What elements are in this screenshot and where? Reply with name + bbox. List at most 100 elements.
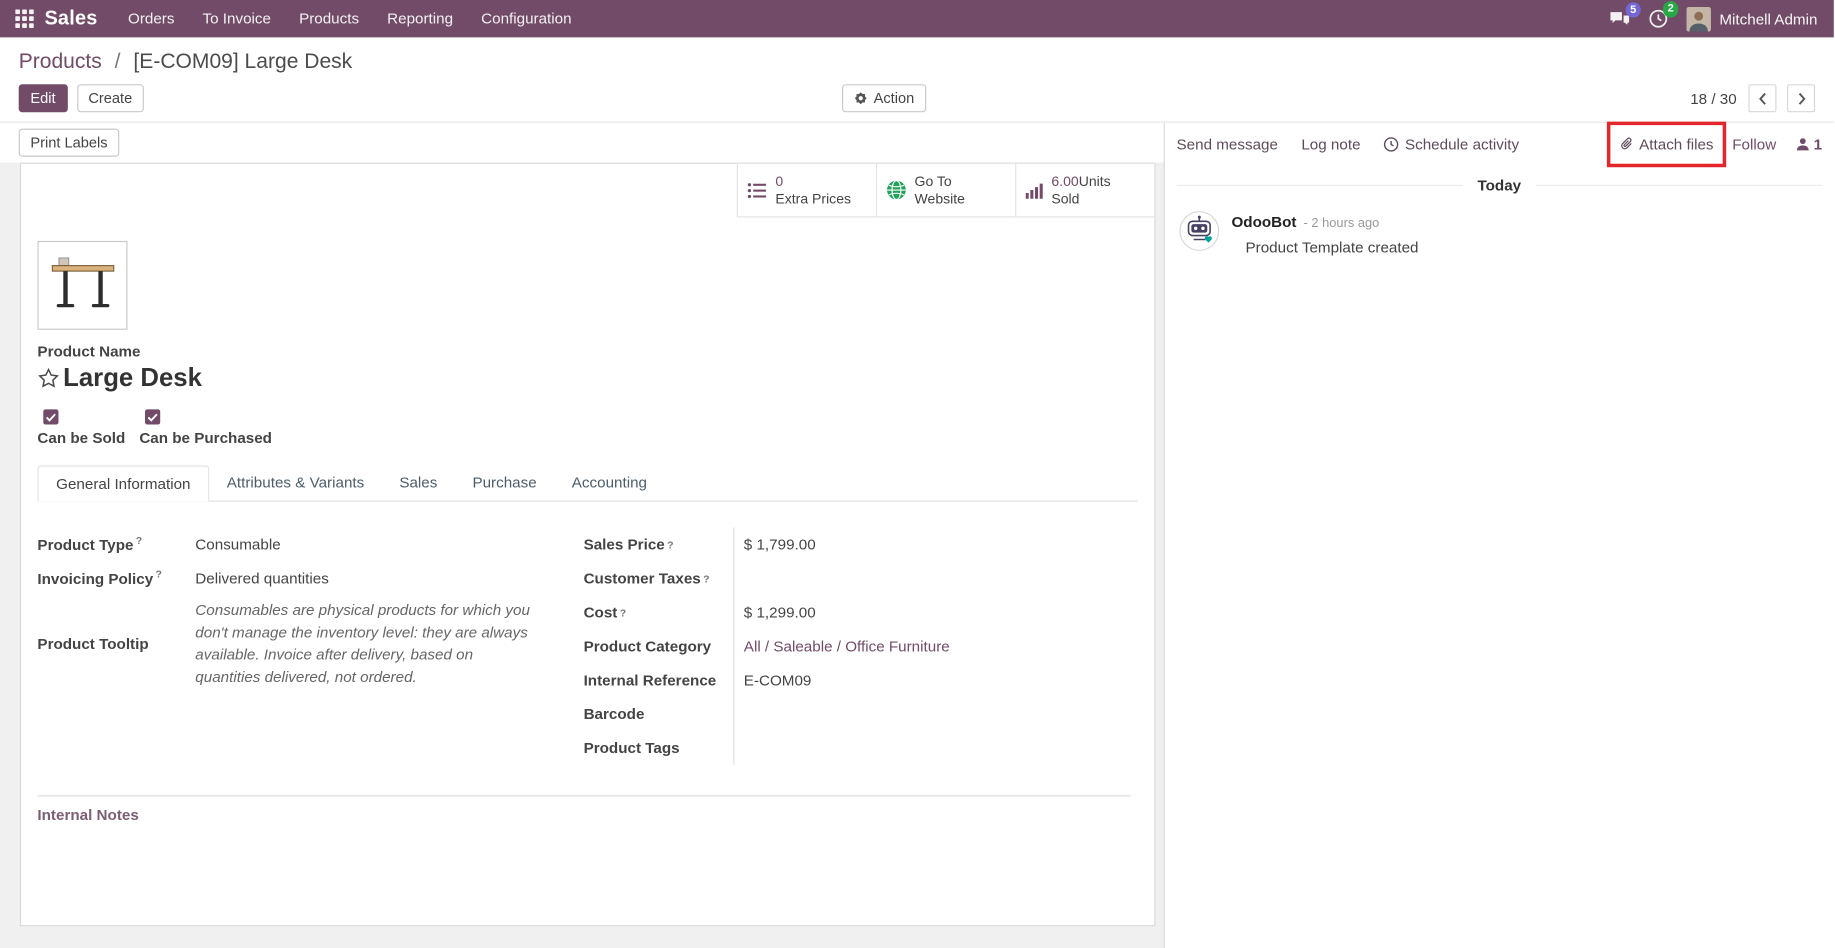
attach-files-label: Attach files	[1639, 135, 1714, 153]
extra-prices-label: Extra Prices	[775, 190, 852, 207]
favorite-star-icon[interactable]	[37, 367, 59, 389]
action-button-label: Action	[873, 90, 915, 107]
product-tags-label: Product Tags	[584, 730, 735, 765]
message-timestamp: - 2 hours ago	[1303, 216, 1380, 231]
sheet-zone: 0 Extra Prices	[0, 162, 1164, 948]
action-button[interactable]: Action	[842, 84, 926, 113]
pager-next-button[interactable]	[1786, 84, 1816, 113]
control-panel: Products / [E-COM09] Large Desk Edit Cre…	[0, 37, 1834, 123]
can-be-sold-checkbox[interactable]	[43, 409, 59, 425]
product-type-label: Product Type?	[37, 534, 143, 554]
can-be-purchased-group: Can be Purchased	[139, 409, 272, 447]
check-icon	[45, 413, 56, 422]
top-navbar: Sales Orders To Invoice Products Reporti…	[0, 0, 1834, 38]
internal-reference-value: E-COM09	[743, 671, 812, 689]
sales-price-value: $ 1,799.00	[743, 535, 816, 554]
tab-accounting[interactable]: Accounting	[571, 473, 648, 492]
date-divider-label: Today	[1477, 176, 1522, 195]
log-note-button[interactable]: Log note	[1301, 130, 1360, 157]
followers-count: 1	[1813, 135, 1823, 153]
pager: 18 / 30	[1690, 84, 1816, 113]
user-menu-button[interactable]: Mitchell Admin	[1686, 6, 1818, 31]
tab-sales[interactable]: Sales	[399, 473, 438, 492]
print-labels-button[interactable]: Print Labels	[18, 128, 120, 157]
bar-chart-icon	[1025, 183, 1043, 199]
send-message-button[interactable]: Send message	[1177, 130, 1278, 157]
units-sold-unit: Units	[1078, 173, 1111, 190]
desk-image	[51, 257, 114, 308]
tab-attributes-variants[interactable]: Attributes & Variants	[226, 473, 365, 492]
breadcrumb: Products / [E-COM09] Large Desk	[19, 47, 1815, 75]
menu-products[interactable]: Products	[299, 9, 360, 27]
message-body: Product Template created	[1245, 238, 1419, 257]
clock-icon	[1649, 9, 1668, 28]
messages-menu-button[interactable]: 5	[1609, 1, 1642, 28]
customer-taxes-label: Customer Taxes?	[584, 561, 735, 596]
chevron-right-icon	[1798, 92, 1805, 105]
website-label: Website	[914, 190, 966, 207]
create-button[interactable]: Create	[76, 84, 144, 113]
attach-files-button[interactable]: Attach files	[1619, 130, 1714, 157]
menu-configuration[interactable]: Configuration	[481, 9, 572, 27]
product-tooltip-value: Consumables are physical products for wh…	[195, 601, 530, 685]
units-sold-label: Sold	[1051, 190, 1080, 207]
invoicing-policy-label: Invoicing Policy?	[37, 568, 162, 588]
field-group-right: Sales Price? $ 1,799.00 Customer Taxes? …	[584, 527, 1138, 765]
product-tooltip-label: Product Tooltip	[37, 635, 149, 653]
followers-button[interactable]: 1	[1795, 130, 1822, 157]
chatter-message: OdooBot - 2 hours ago Product Template c…	[1177, 211, 1823, 257]
extra-prices-stat-button[interactable]: 0 Extra Prices	[736, 163, 876, 218]
product-name-label: Product Name	[37, 342, 141, 361]
units-sold-stat-button[interactable]: 6.00Units Sold	[1015, 163, 1155, 218]
product-category-value[interactable]: All / Saleable / Office Furniture	[743, 637, 950, 655]
message-author[interactable]: OdooBot	[1231, 212, 1297, 231]
form-toolbar: Print Labels	[0, 122, 1164, 163]
help-icon: ?	[155, 568, 162, 581]
edit-button[interactable]: Edit	[18, 84, 68, 113]
units-sold-value: 6.00	[1051, 173, 1079, 190]
product-name-value: Large Desk	[63, 362, 202, 392]
tab-general-information[interactable]: General Information	[37, 465, 210, 502]
apps-menu-button[interactable]	[9, 0, 39, 37]
apps-grid-icon	[15, 9, 34, 28]
pager-previous-button[interactable]	[1748, 84, 1777, 113]
activities-menu-button[interactable]: 2	[1649, 1, 1679, 28]
tab-purchase[interactable]: Purchase	[472, 473, 537, 492]
internal-reference-label: Internal Reference	[584, 663, 735, 698]
help-icon: ?	[703, 572, 710, 585]
activities-badge: 2	[1662, 1, 1679, 17]
chevron-left-icon	[1758, 92, 1766, 105]
sales-price-label: Sales Price?	[584, 527, 735, 562]
can-be-purchased-checkbox[interactable]	[145, 409, 161, 425]
cost-value: $ 1,299.00	[743, 603, 816, 622]
internal-notes-separator: Internal Notes	[37, 795, 1137, 823]
product-category-label: Product Category	[584, 629, 735, 664]
form-panel: Print Labels	[0, 122, 1165, 948]
pager-value: 18 / 30	[1690, 89, 1737, 108]
user-name: Mitchell Admin	[1719, 9, 1818, 28]
cost-label: Cost?	[584, 595, 735, 630]
help-icon: ?	[619, 606, 627, 619]
person-icon	[1796, 138, 1809, 151]
gear-icon	[854, 92, 867, 105]
chat-bubbles-icon	[1610, 11, 1630, 25]
product-type-value: Consumable	[195, 535, 281, 554]
chatter-panel: Send message Log note Schedule activity	[1164, 121, 1834, 948]
menu-reporting[interactable]: Reporting	[387, 9, 454, 27]
go-to-website-stat-button[interactable]: Go To Website	[875, 163, 1016, 218]
internal-notes-label: Internal Notes	[37, 805, 139, 824]
can-be-sold-label: Can be Sold	[37, 429, 126, 447]
check-icon	[147, 413, 158, 422]
chatter-toolbar: Send message Log note Schedule activity	[1177, 121, 1822, 167]
app-name[interactable]: Sales	[44, 7, 98, 30]
clock-icon	[1384, 136, 1399, 152]
menu-orders[interactable]: Orders	[127, 9, 175, 27]
breadcrumb-products-link[interactable]: Products	[18, 49, 102, 73]
help-icon: ?	[667, 538, 674, 551]
date-divider: Today	[1176, 176, 1823, 195]
follow-button[interactable]: Follow	[1732, 130, 1776, 157]
menu-to-invoice[interactable]: To Invoice	[202, 9, 271, 27]
user-avatar	[1686, 6, 1712, 31]
can-be-sold-group: Can be Sold	[37, 409, 126, 447]
schedule-activity-button[interactable]: Schedule activity	[1384, 130, 1519, 157]
